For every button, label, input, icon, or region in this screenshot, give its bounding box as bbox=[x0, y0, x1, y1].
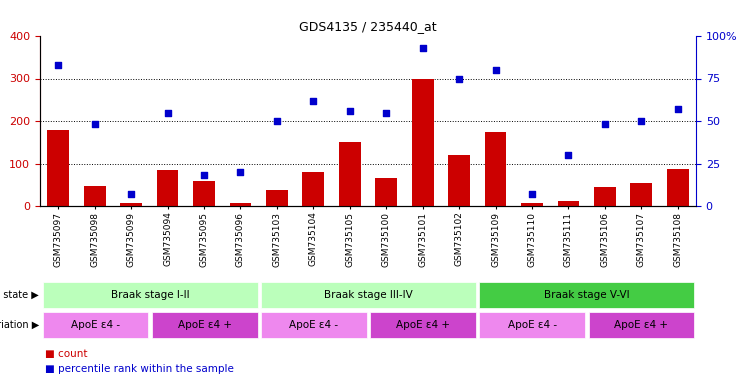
Bar bbox=[479, 313, 585, 338]
Point bbox=[672, 106, 684, 112]
Title: GDS4135 / 235440_at: GDS4135 / 235440_at bbox=[299, 20, 436, 33]
Text: ■ percentile rank within the sample: ■ percentile rank within the sample bbox=[45, 364, 234, 374]
Bar bbox=[667, 169, 688, 206]
Text: genotype/variation ▶: genotype/variation ▶ bbox=[0, 320, 39, 330]
Bar bbox=[152, 313, 258, 338]
Point bbox=[344, 108, 356, 114]
Point bbox=[271, 118, 283, 124]
Point bbox=[308, 98, 319, 104]
Text: Braak stage I-II: Braak stage I-II bbox=[111, 290, 190, 300]
Bar bbox=[193, 180, 215, 206]
Point bbox=[490, 67, 502, 73]
Point bbox=[526, 191, 538, 197]
Bar bbox=[261, 282, 476, 308]
Point bbox=[416, 45, 428, 51]
Bar bbox=[594, 187, 616, 206]
Text: ■ count: ■ count bbox=[45, 349, 87, 359]
Bar bbox=[479, 282, 694, 308]
Bar bbox=[375, 179, 397, 206]
Bar bbox=[448, 155, 470, 206]
Text: disease state ▶: disease state ▶ bbox=[0, 290, 39, 300]
Bar bbox=[631, 183, 652, 206]
Bar bbox=[261, 313, 367, 338]
Bar bbox=[412, 78, 433, 206]
Point bbox=[562, 152, 574, 158]
Bar bbox=[588, 313, 694, 338]
Text: ApoE ε4 -: ApoE ε4 - bbox=[71, 320, 120, 330]
Text: ApoE ε4 +: ApoE ε4 + bbox=[614, 320, 668, 330]
Bar bbox=[302, 172, 325, 206]
Point bbox=[380, 109, 392, 116]
Bar bbox=[370, 313, 476, 338]
Bar bbox=[47, 129, 69, 206]
Bar bbox=[521, 203, 543, 206]
Point bbox=[198, 172, 210, 179]
Bar bbox=[120, 203, 142, 206]
Text: Braak stage V-VI: Braak stage V-VI bbox=[544, 290, 630, 300]
Point bbox=[234, 169, 246, 175]
Point bbox=[125, 191, 137, 197]
Bar bbox=[339, 142, 361, 206]
Bar bbox=[84, 185, 106, 206]
Bar bbox=[230, 203, 251, 206]
Bar bbox=[266, 190, 288, 206]
Bar bbox=[156, 170, 179, 206]
Point bbox=[53, 62, 64, 68]
Bar bbox=[485, 132, 507, 206]
Point bbox=[635, 118, 647, 124]
Bar bbox=[557, 201, 579, 206]
Point bbox=[89, 121, 101, 127]
Text: ApoE ε4 -: ApoE ε4 - bbox=[289, 320, 339, 330]
Text: ApoE ε4 +: ApoE ε4 + bbox=[396, 320, 450, 330]
Point bbox=[453, 75, 465, 81]
Bar bbox=[43, 313, 148, 338]
Text: ApoE ε4 +: ApoE ε4 + bbox=[178, 320, 232, 330]
Point bbox=[162, 109, 173, 116]
Text: Braak stage III-IV: Braak stage III-IV bbox=[324, 290, 413, 300]
Bar bbox=[43, 282, 258, 308]
Point bbox=[599, 121, 611, 127]
Text: ApoE ε4 -: ApoE ε4 - bbox=[508, 320, 556, 330]
